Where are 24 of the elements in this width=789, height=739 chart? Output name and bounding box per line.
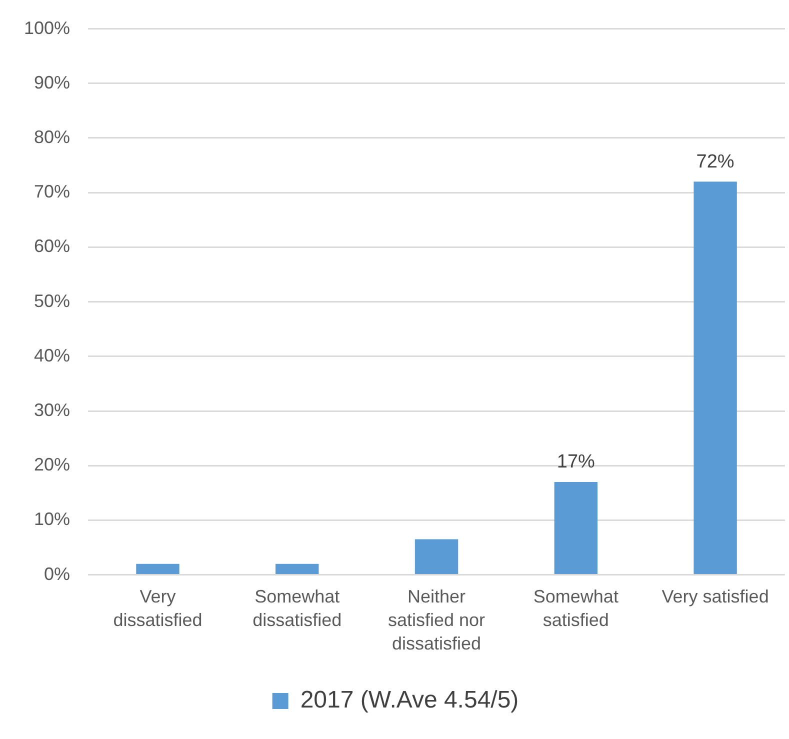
y-tick-label: 10% xyxy=(34,509,70,530)
x-tick-label: Somewhat satisfied xyxy=(533,586,618,630)
y-tick-label: 90% xyxy=(34,72,70,92)
x-tick-label: Somewhat dissatisfied xyxy=(252,586,342,630)
y-tick-label: 100% xyxy=(24,18,70,38)
bar xyxy=(136,564,180,574)
bar xyxy=(694,182,737,574)
y-tick-label: 80% xyxy=(34,126,70,147)
y-tick-label: 50% xyxy=(34,290,70,311)
data-label: 72% xyxy=(696,151,734,172)
x-tick-label: Neither satisfied nor dissatisfied xyxy=(388,586,486,654)
bar xyxy=(554,482,598,574)
y-tick-label: 30% xyxy=(34,400,70,420)
bar xyxy=(276,564,319,574)
y-tick-label: 0% xyxy=(44,564,70,584)
y-tick-label: 70% xyxy=(34,182,70,202)
data-label: 17% xyxy=(556,452,596,473)
y-tick-label: 40% xyxy=(34,345,70,366)
legend-label: 2017 (W.Ave 4.54/5) xyxy=(300,686,519,714)
y-tick-label: 20% xyxy=(34,454,70,475)
y-tick-label: 60% xyxy=(34,236,70,256)
x-tick-label: Very satisfied xyxy=(662,586,769,606)
bar xyxy=(414,539,458,574)
x-tick-label: Very dissatisfied xyxy=(113,586,202,630)
